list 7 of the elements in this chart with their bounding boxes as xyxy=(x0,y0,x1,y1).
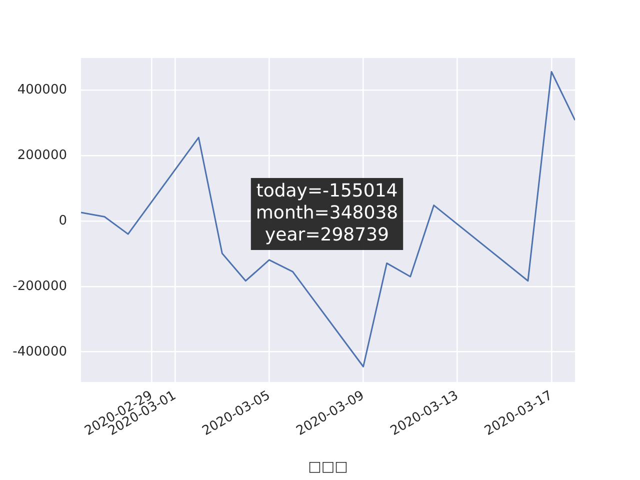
annotation: today=-155014 month=348038 year=298739 xyxy=(256,180,398,246)
y-tick-label: -400000 xyxy=(12,344,67,360)
y-tick-label: 200000 xyxy=(17,148,67,163)
y-tick-label: 400000 xyxy=(17,82,67,98)
y-tick-label: -200000 xyxy=(12,278,67,294)
y-tick-label: 0 xyxy=(58,213,67,228)
x-axis-title: □□□ xyxy=(308,459,348,476)
